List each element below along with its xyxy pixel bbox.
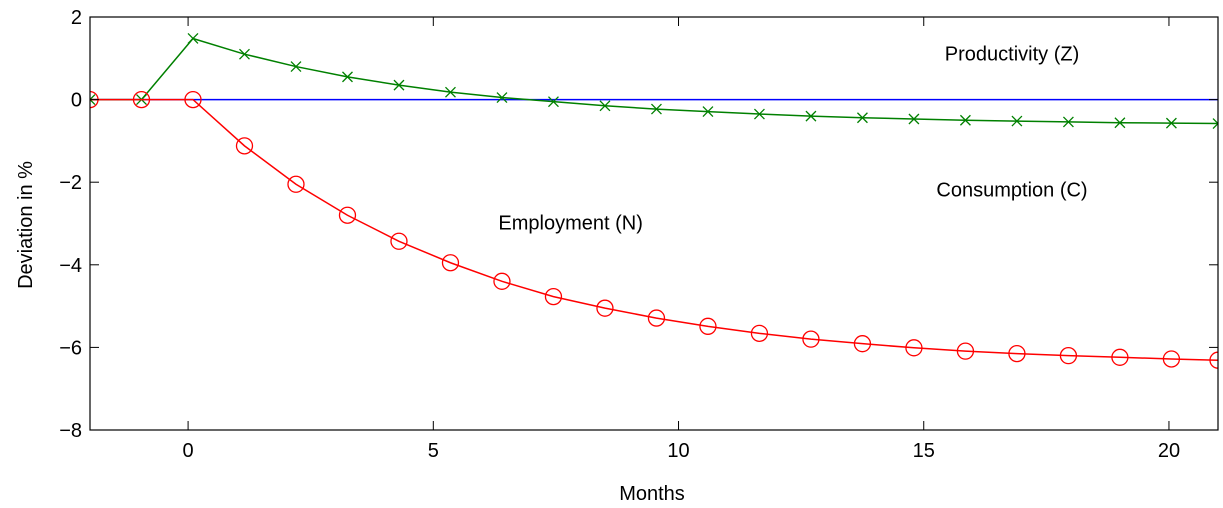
y-tick-label: −6 [59,337,82,359]
data-point [1162,350,1181,368]
data-point [90,94,96,106]
data-point [445,86,456,98]
data-point [548,96,559,108]
data-point [856,112,868,124]
y-tick-label: 0 [71,90,82,112]
data-point [1209,351,1218,369]
data-point [1165,117,1177,129]
data-point [342,71,353,83]
data-point [596,299,614,317]
data-point [599,100,611,112]
data-point [647,309,666,327]
data-point [338,206,357,224]
x-tick-label: 15 [913,440,935,462]
data-point [1059,347,1078,365]
data-point [1111,348,1129,366]
plot-background [90,17,1218,430]
y-tick-label: −8 [59,420,82,442]
data-point [750,324,769,343]
data-point [187,33,199,44]
data-point [493,272,511,290]
annotation-layer: Productivity (Z) Consumption (C) Employmen… [498,43,1087,234]
data-point [1011,115,1023,127]
data-point [239,48,250,60]
series-1 [90,33,1218,130]
data-point [496,92,508,103]
data-point [290,61,302,73]
data-point [235,137,254,155]
data-point [699,317,717,335]
data-point [1212,118,1218,130]
data-point [544,287,563,306]
data-point [802,330,820,348]
data-point [184,90,202,109]
labels-layer: Months Deviation in % [15,161,685,505]
data-point [1062,116,1074,128]
x-tick-label: 20 [1158,440,1180,462]
data-point [853,335,872,353]
plot-frame [89,16,1219,431]
y-tick-label: −4 [59,255,82,277]
y-axis-label: Deviation in % [15,161,37,289]
data-point [287,175,305,193]
x-tick-label: 5 [428,440,439,462]
data-point [132,90,151,109]
data-point [1114,117,1126,129]
data-point [393,79,405,91]
annotation-label: Consumption (C) [936,180,1087,202]
data-point [650,103,662,115]
data-point [956,342,975,360]
data-point [905,339,923,357]
plot-area [90,17,1218,430]
series-2 [90,90,1218,369]
data-point [390,232,408,250]
y-tick-label: 2 [71,7,82,29]
data-point [441,254,460,272]
series-line-2 [90,98,1218,361]
y-tick-label: −2 [59,172,82,194]
data-point [702,106,714,118]
annotation-label: Employment (N) [498,213,642,235]
x-tick-label: 10 [667,440,689,462]
series-layer [90,33,1218,369]
annotation-label: Productivity (Z) [945,43,1079,65]
data-point [753,108,765,120]
data-point [959,114,971,126]
x-axis-label: Months [619,483,685,505]
data-point [805,110,817,122]
x-tick-label: 0 [183,440,194,462]
data-point [908,113,920,125]
data-point [1008,344,1026,363]
